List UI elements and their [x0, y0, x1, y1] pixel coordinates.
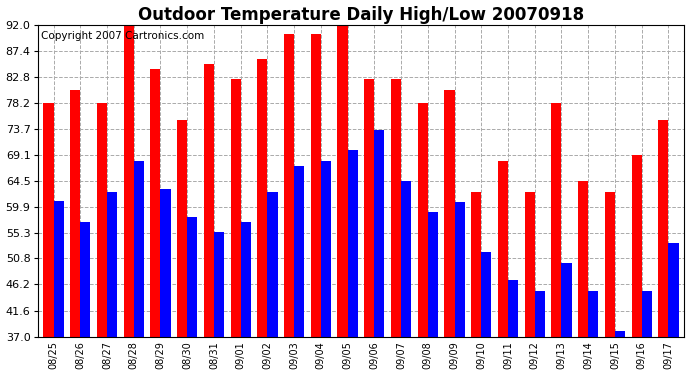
Bar [241, 222, 251, 337]
Bar [669, 243, 678, 337]
Bar [401, 182, 411, 337]
Bar [417, 103, 428, 337]
Bar [391, 80, 401, 337]
Bar [444, 90, 455, 337]
Bar [230, 80, 241, 337]
Bar [310, 34, 321, 337]
Bar [134, 161, 144, 337]
Bar [642, 291, 652, 337]
Bar [337, 25, 348, 337]
Bar [97, 103, 107, 337]
Bar [321, 161, 331, 337]
Bar [498, 161, 508, 337]
Bar [631, 155, 642, 337]
Bar [481, 252, 491, 337]
Bar [177, 120, 187, 337]
Bar [428, 212, 438, 337]
Bar [107, 192, 117, 337]
Bar [284, 34, 294, 337]
Bar [578, 182, 588, 337]
Bar [150, 69, 161, 337]
Text: Copyright 2007 Cartronics.com: Copyright 2007 Cartronics.com [41, 32, 204, 41]
Bar [161, 189, 170, 337]
Bar [294, 166, 304, 337]
Bar [375, 130, 384, 337]
Title: Outdoor Temperature Daily High/Low 20070918: Outdoor Temperature Daily High/Low 20070… [138, 6, 584, 24]
Bar [348, 150, 357, 337]
Bar [588, 291, 598, 337]
Bar [54, 201, 63, 337]
Bar [257, 59, 268, 337]
Bar [508, 280, 518, 337]
Bar [204, 64, 214, 337]
Bar [658, 120, 669, 337]
Bar [524, 192, 535, 337]
Bar [187, 217, 197, 337]
Bar [562, 263, 571, 337]
Bar [604, 192, 615, 337]
Bar [535, 291, 545, 337]
Bar [364, 80, 375, 337]
Bar [70, 90, 80, 337]
Bar [124, 25, 134, 337]
Bar [268, 192, 277, 337]
Bar [43, 103, 54, 337]
Bar [80, 222, 90, 337]
Bar [551, 103, 562, 337]
Bar [471, 192, 481, 337]
Bar [615, 331, 625, 337]
Bar [214, 232, 224, 337]
Bar [455, 202, 464, 337]
